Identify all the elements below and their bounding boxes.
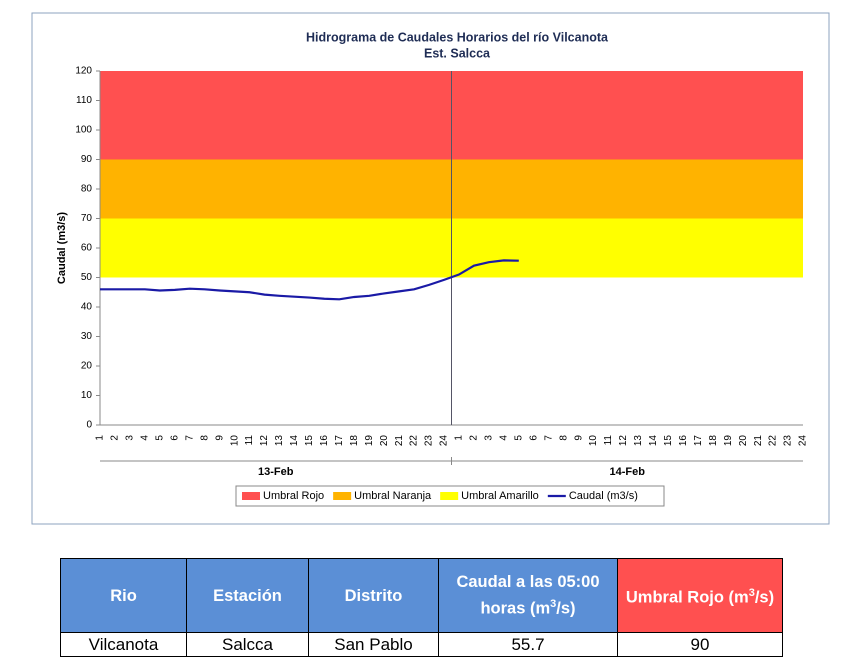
x-tick-label: 5 [154, 435, 165, 441]
y-tick-label: 10 [81, 390, 93, 401]
x-tick-label: 13 [633, 435, 644, 447]
x-tick-label: 2 [110, 435, 121, 441]
cell: San Pablo [308, 632, 439, 657]
header-cell: Distrito [308, 558, 439, 633]
x-tick-label: 24 [798, 435, 809, 447]
summary-table: Rio Estación Distrito Caudal a las 05:00… [60, 558, 783, 657]
x-tick-label: 1 [95, 435, 106, 441]
header-sup: 3 [550, 598, 557, 611]
x-tick-label: 7 [184, 435, 195, 441]
legend-swatch [440, 492, 459, 500]
x-tick-label: 24 [439, 435, 450, 447]
legend-swatch [242, 492, 260, 500]
group-label: 13-Feb [258, 466, 294, 478]
x-tick-label: 23 [783, 435, 794, 447]
x-tick-label: 14 [289, 435, 300, 447]
chart-subtitle: Est. Salcca [424, 46, 491, 60]
x-tick-label: 19 [723, 435, 734, 447]
x-tick-label: 6 [169, 435, 180, 441]
header-row: Rio Estación Distrito Caudal a las 05:00… [60, 558, 783, 633]
x-tick-label: 3 [125, 435, 136, 441]
x-tick-label: 23 [424, 435, 435, 447]
x-tick-label: 3 [484, 435, 495, 441]
legend-label: Umbral Rojo [263, 490, 324, 502]
y-tick-label: 0 [86, 420, 92, 431]
header-cell: Rio [60, 558, 187, 633]
y-tick-label: 100 [75, 125, 92, 136]
y-tick-label: 90 [81, 154, 93, 165]
y-tick-label: 110 [76, 95, 92, 106]
header-text: /s) [754, 588, 775, 607]
cell: 55.7 [438, 632, 618, 657]
legend-label: Umbral Amarillo [461, 490, 539, 502]
x-tick-label: 13 [274, 435, 285, 447]
legend-label: Umbral Naranja [354, 490, 432, 502]
x-tick-label: 8 [558, 435, 569, 441]
x-tick-label: 16 [678, 435, 689, 447]
x-tick-label: 11 [244, 435, 255, 446]
x-tick-label: 22 [409, 435, 420, 447]
x-tick-label: 5 [513, 435, 524, 441]
x-tick-label: 22 [768, 435, 779, 447]
x-tick-label: 15 [304, 435, 315, 447]
cell: 90 [617, 632, 783, 657]
x-tick-label: 4 [498, 435, 509, 441]
y-tick-label: 20 [81, 361, 93, 372]
y-tick-label: 80 [81, 184, 93, 195]
y-tick-label: 40 [81, 302, 93, 313]
x-tick-label: 9 [214, 435, 225, 441]
x-tick-label: 12 [259, 435, 270, 447]
y-tick-label: 70 [81, 213, 93, 224]
x-tick-label: 2 [469, 435, 480, 441]
y-tick-label: 50 [81, 272, 93, 283]
x-tick-label: 8 [199, 435, 210, 441]
x-tick-label: 10 [229, 435, 240, 447]
header-cell: Estación [186, 558, 309, 633]
chart-title: Hidrograma de Caudales Horarios del río … [306, 30, 609, 44]
legend-label: Caudal (m3/s) [569, 490, 638, 502]
cell: Vilcanota [60, 632, 187, 657]
cell: Salcca [186, 632, 309, 657]
x-tick-label: 20 [738, 435, 749, 447]
x-tick-label: 19 [364, 435, 375, 447]
y-tick-label: 60 [81, 243, 93, 254]
y-axis-label: Caudal (m3/s) [56, 212, 68, 284]
x-tick-label: 1 [454, 435, 465, 441]
header-cell: Caudal a las 05:00 horas (m3/s) [438, 558, 618, 633]
data-row: Vilcanota Salcca San Pablo 55.7 90 [60, 632, 783, 657]
x-tick-label: 21 [753, 435, 764, 447]
chart: Hidrograma de Caudales Horarios del río … [31, 12, 830, 525]
group-label: 14-Feb [610, 466, 646, 478]
x-tick-label: 6 [528, 435, 539, 441]
x-tick-label: 9 [573, 435, 584, 441]
x-tick-label: 11 [603, 435, 614, 446]
x-tick-label: 7 [543, 435, 554, 441]
x-tick-label: 20 [379, 435, 390, 447]
x-tick-label: 21 [394, 435, 405, 447]
y-tick-label: 30 [81, 331, 93, 342]
header-text: Caudal a las 05:00 horas (m [456, 573, 600, 618]
header-sup: 3 [748, 587, 755, 600]
y-tick-label: 120 [75, 66, 92, 77]
x-tick-label: 18 [349, 435, 360, 447]
x-tick-label: 17 [693, 435, 704, 447]
header-cell: Umbral Rojo (m3/s) [617, 558, 783, 633]
x-tick-label: 12 [618, 435, 629, 447]
x-tick-label: 17 [334, 435, 345, 447]
x-tick-label: 10 [588, 435, 599, 447]
header-text: Umbral Rojo (m [625, 588, 749, 607]
x-tick-label: 16 [319, 435, 330, 447]
x-tick-label: 15 [663, 435, 674, 447]
x-tick-label: 18 [708, 435, 719, 447]
line-series [100, 259, 519, 301]
x-tick-label: 14 [648, 435, 659, 447]
header-text: /s) [556, 599, 576, 618]
x-tick-label: 4 [140, 435, 151, 441]
legend-swatch [333, 492, 352, 500]
